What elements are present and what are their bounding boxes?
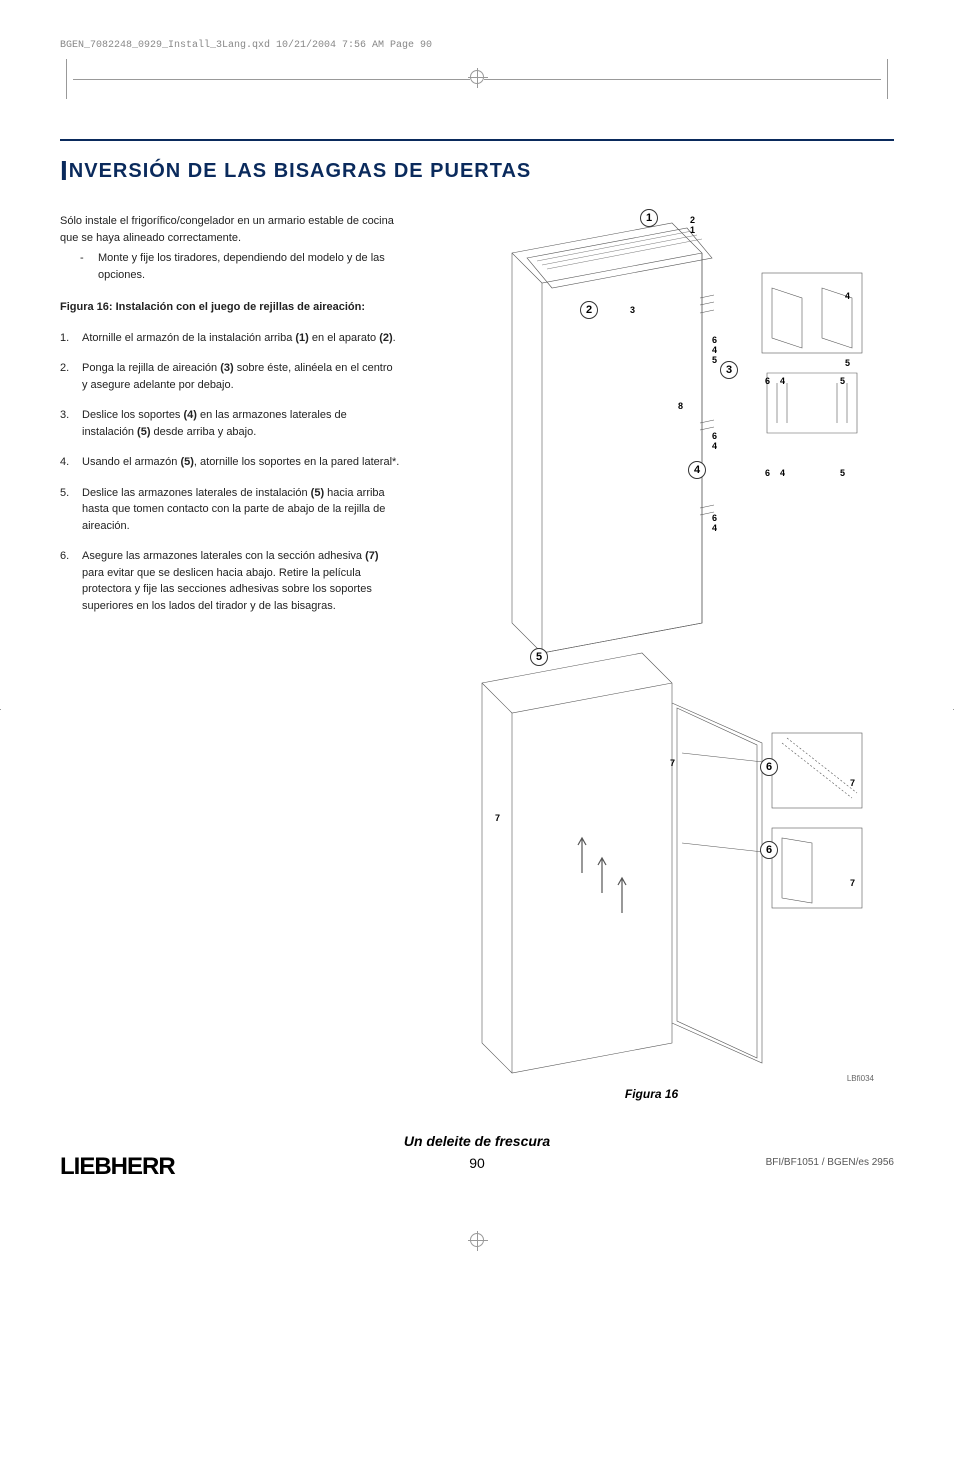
small-4e: 4 bbox=[780, 376, 785, 386]
diagram-svg bbox=[430, 213, 894, 1113]
small-6d: 6 bbox=[765, 376, 770, 386]
small-2: 2 bbox=[690, 215, 695, 225]
small-6b: 6 bbox=[712, 431, 717, 441]
small-5d: 5 bbox=[845, 358, 850, 368]
callout-5: 5 bbox=[530, 648, 548, 666]
small-4a: 4 bbox=[712, 345, 717, 355]
callout-1: 1 bbox=[640, 209, 658, 227]
step-2: 2.Ponga la rejilla de aireación (3) sobr… bbox=[60, 360, 400, 393]
figure-caption: Figura 16 bbox=[625, 1087, 678, 1101]
small-7c: 7 bbox=[495, 813, 500, 823]
crop-bottom bbox=[60, 1233, 894, 1256]
small-5e: 5 bbox=[840, 376, 845, 386]
small-6a: 6 bbox=[712, 335, 717, 345]
small-8: 8 bbox=[678, 401, 683, 411]
doc-code: BFI/BF1051 / BGEN/es 2956 bbox=[766, 1157, 894, 1168]
figure-img-id: LBfi034 bbox=[847, 1074, 874, 1083]
small-6c: 6 bbox=[712, 513, 717, 523]
bullet-list: Monte y fije los tiradores, dependiendo … bbox=[88, 250, 400, 283]
callout-2: 2 bbox=[580, 301, 598, 319]
page-number: 90 bbox=[469, 1155, 485, 1171]
small-3: 3 bbox=[630, 305, 635, 315]
print-header: BGEN_7082248_0929_Install_3Lang.qxd 10/2… bbox=[60, 40, 894, 51]
step-6: 6.Asegure las armazones laterales con la… bbox=[60, 548, 400, 614]
callout-6b: 6 bbox=[760, 841, 778, 859]
small-5a: 5 bbox=[712, 355, 717, 365]
step-3: 3.Deslice los soportes (4) en las armazo… bbox=[60, 407, 400, 440]
figure-16: 1 2 3 4 5 6 6 2 1 3 6 4 5 4 5 6 4 5 8 6 … bbox=[430, 213, 894, 1113]
title-bar: INVERSIÓN DE LAS BISAGRAS DE PUERTAS bbox=[60, 139, 894, 188]
footer: LIEBHERR Un deleite de frescura 90 BFI/B… bbox=[60, 1133, 894, 1193]
figure-column: 1 2 3 4 5 6 6 2 1 3 6 4 5 4 5 6 4 5 8 6 … bbox=[430, 213, 894, 1113]
callout-6a: 6 bbox=[760, 758, 778, 776]
liebherr-logo: LIEBHERR bbox=[60, 1153, 175, 1181]
steps-list: 1.Atornille el armazón de la instalación… bbox=[60, 330, 400, 615]
small-7d: 7 bbox=[850, 878, 855, 888]
step-4: 4.Usando el armazón (5), atornille los s… bbox=[60, 454, 400, 471]
small-4b: 4 bbox=[712, 441, 717, 451]
small-6e: 6 bbox=[765, 468, 770, 478]
small-5f: 5 bbox=[840, 468, 845, 478]
tagline: Un deleite de frescura bbox=[404, 1133, 550, 1149]
step-1: 1.Atornille el armazón de la instalación… bbox=[60, 330, 400, 347]
bullet-item: Monte y fije los tiradores, dependiendo … bbox=[88, 250, 400, 283]
small-4d: 4 bbox=[845, 291, 850, 301]
callout-3: 3 bbox=[720, 361, 738, 379]
small-7a: 7 bbox=[670, 758, 675, 768]
crop-top bbox=[60, 59, 894, 99]
text-column: Sólo instale el frigorífico/congelador e… bbox=[60, 213, 400, 1113]
small-1: 1 bbox=[690, 225, 695, 235]
content-row: Sólo instale el frigorífico/congelador e… bbox=[60, 213, 894, 1113]
small-4f: 4 bbox=[780, 468, 785, 478]
intro-text: Sólo instale el frigorífico/congelador e… bbox=[60, 213, 400, 246]
section-heading: Figura 16: Instalación con el juego de r… bbox=[60, 299, 400, 316]
callout-4: 4 bbox=[688, 461, 706, 479]
page-title: INVERSIÓN DE LAS BISAGRAS DE PUERTAS bbox=[60, 151, 894, 188]
small-7b: 7 bbox=[850, 778, 855, 788]
small-4c: 4 bbox=[712, 523, 717, 533]
step-5: 5.Deslice las armazones laterales de ins… bbox=[60, 485, 400, 535]
